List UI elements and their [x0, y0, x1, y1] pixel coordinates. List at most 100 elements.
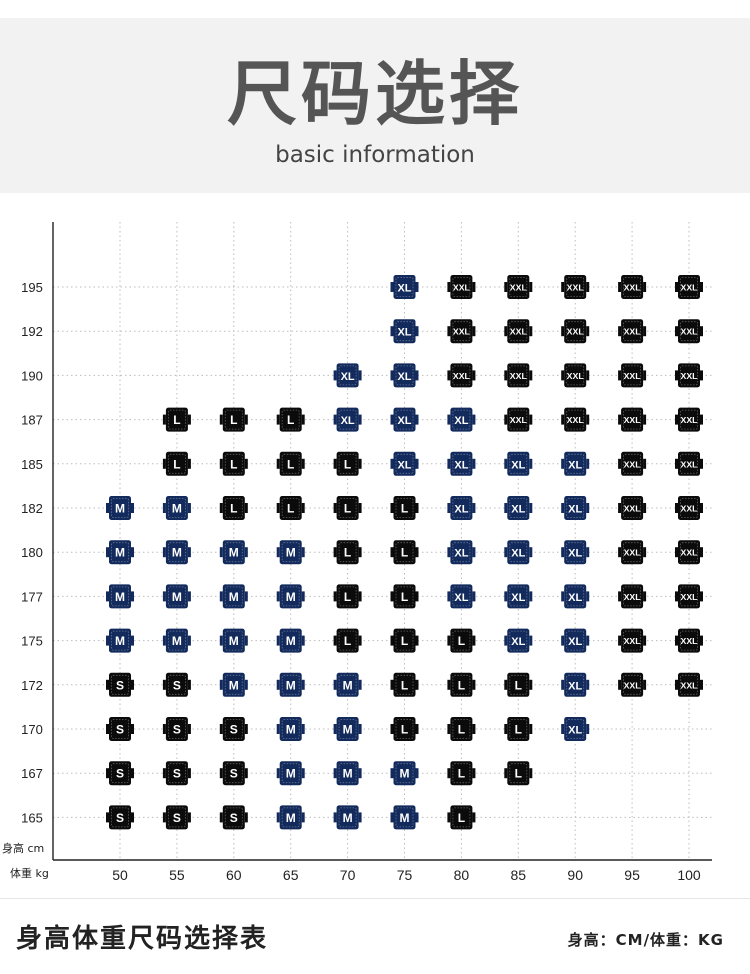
size-tag-stitch: [395, 453, 414, 474]
size-tag-body: [165, 761, 188, 786]
size-tag-label: M: [229, 634, 239, 648]
size-tag-label: XL: [511, 459, 525, 471]
size-tag-tab: [643, 326, 647, 337]
size-tag-body: [621, 275, 644, 299]
size-tag-body: [279, 496, 302, 520]
size-tag-xxl: XXL: [618, 451, 647, 476]
size-tag-m: M: [106, 496, 134, 520]
size-tag-label: L: [401, 546, 408, 560]
size-tag-body: [279, 761, 302, 786]
size-tag-label: XL: [511, 592, 525, 604]
size-tag-m: M: [219, 584, 248, 609]
y-tick-label: 195: [21, 280, 43, 295]
size-tag-body: [336, 540, 359, 565]
size-tag-tab: [390, 370, 394, 381]
size-tag-body: [165, 672, 188, 697]
size-tag-l: L: [162, 451, 191, 476]
size-tag-xxl: XXL: [618, 275, 647, 299]
size-tag-tab: [586, 547, 590, 558]
size-tag-tab: [276, 414, 280, 425]
size-tag-tab: [504, 370, 508, 381]
size-tag-m: M: [333, 805, 362, 830]
size-tag-body: [678, 672, 700, 697]
size-tag-tab: [415, 458, 419, 469]
size-tag-body: [109, 761, 131, 786]
size-tag-tab: [162, 812, 166, 823]
size-tag-tab: [618, 282, 622, 292]
size-tag-tab: [415, 414, 419, 425]
size-tag-tab: [618, 635, 622, 646]
size-tag-tab: [276, 591, 280, 602]
size-tag-body: [165, 407, 188, 432]
size-tag-body: [279, 628, 302, 653]
size-tag-body: [678, 628, 700, 653]
size-tag-tab: [358, 503, 362, 513]
size-tag-label: XXL: [510, 283, 527, 293]
size-tag-body: [564, 407, 587, 432]
size-tag-tab: [472, 724, 476, 734]
size-tag-tab: [561, 414, 565, 425]
size-tag-m: M: [219, 672, 248, 697]
size-tag-tab: [447, 635, 451, 646]
size-tag-stitch: [509, 719, 528, 739]
size-tag-tab: [276, 679, 280, 690]
size-tag-tab: [244, 812, 248, 823]
size-tag-tab: [529, 370, 533, 381]
size-tag-xxl: XXL: [561, 407, 590, 432]
size-tag-body: [507, 672, 530, 697]
size-tag-body: [109, 628, 131, 653]
size-tag-m: M: [219, 628, 248, 653]
size-tag-stitch: [566, 542, 585, 563]
size-tag-label: M: [286, 634, 296, 648]
size-tag-xxl: XXL: [675, 275, 703, 299]
size-tag-tab: [415, 679, 419, 690]
size-tag-stitch: [224, 586, 243, 607]
size-tag-label: XXL: [510, 415, 527, 425]
size-tag-body: [336, 628, 359, 653]
size-tag-stitch: [395, 542, 414, 563]
size-tag-body: [393, 451, 416, 476]
size-tag-tab: [529, 591, 533, 602]
size-tag-l: L: [504, 761, 533, 786]
size-tag-body: [279, 584, 302, 609]
size-tag-stitch: [680, 453, 698, 474]
size-tag-stitch: [680, 277, 698, 297]
size-tag-label: L: [458, 634, 465, 648]
size-tag-stitch: [623, 630, 641, 651]
size-tag-tab: [390, 635, 394, 646]
size-tag-tab: [675, 635, 678, 646]
size-tag-tab: [390, 547, 394, 558]
size-tag-body: [165, 717, 188, 741]
size-tag-tab: [415, 503, 419, 513]
size-tag-stitch: [452, 763, 471, 784]
size-tag-label: S: [230, 811, 238, 825]
size-tag-tab: [106, 635, 109, 646]
size-tag-stitch: [281, 630, 300, 651]
size-tag-xxl: XXL: [618, 496, 647, 520]
size-tag-body: [678, 363, 700, 388]
size-tag-stitch: [224, 719, 243, 739]
size-tag-tab: [561, 635, 565, 646]
size-tag-tab: [244, 679, 248, 690]
size-tag-body: [507, 628, 530, 653]
size-tag-body: [507, 584, 530, 609]
size-tag-stitch: [566, 719, 585, 739]
size-tag-xxl: XXL: [675, 628, 703, 653]
size-tag-stitch: [395, 674, 414, 695]
size-tag-stitch: [224, 763, 243, 784]
size-tag-label: XXL: [681, 680, 698, 690]
size-tag-label: L: [401, 723, 408, 737]
size-tag-tab: [643, 414, 647, 425]
x-tick-label: 55: [169, 867, 185, 883]
size-tag-stitch: [452, 719, 471, 739]
size-tag-tab: [187, 635, 191, 646]
size-tag-tab: [700, 414, 703, 425]
size-tag-stitch: [452, 321, 471, 342]
size-tag-xl: XL: [504, 540, 533, 565]
size-tag-label: XL: [454, 548, 468, 560]
size-tag-tab: [700, 458, 703, 469]
size-tag-stitch: [680, 674, 698, 695]
size-tag-label: XL: [397, 371, 411, 383]
size-tag-m: M: [276, 540, 305, 565]
size-tag-l: L: [219, 496, 248, 520]
